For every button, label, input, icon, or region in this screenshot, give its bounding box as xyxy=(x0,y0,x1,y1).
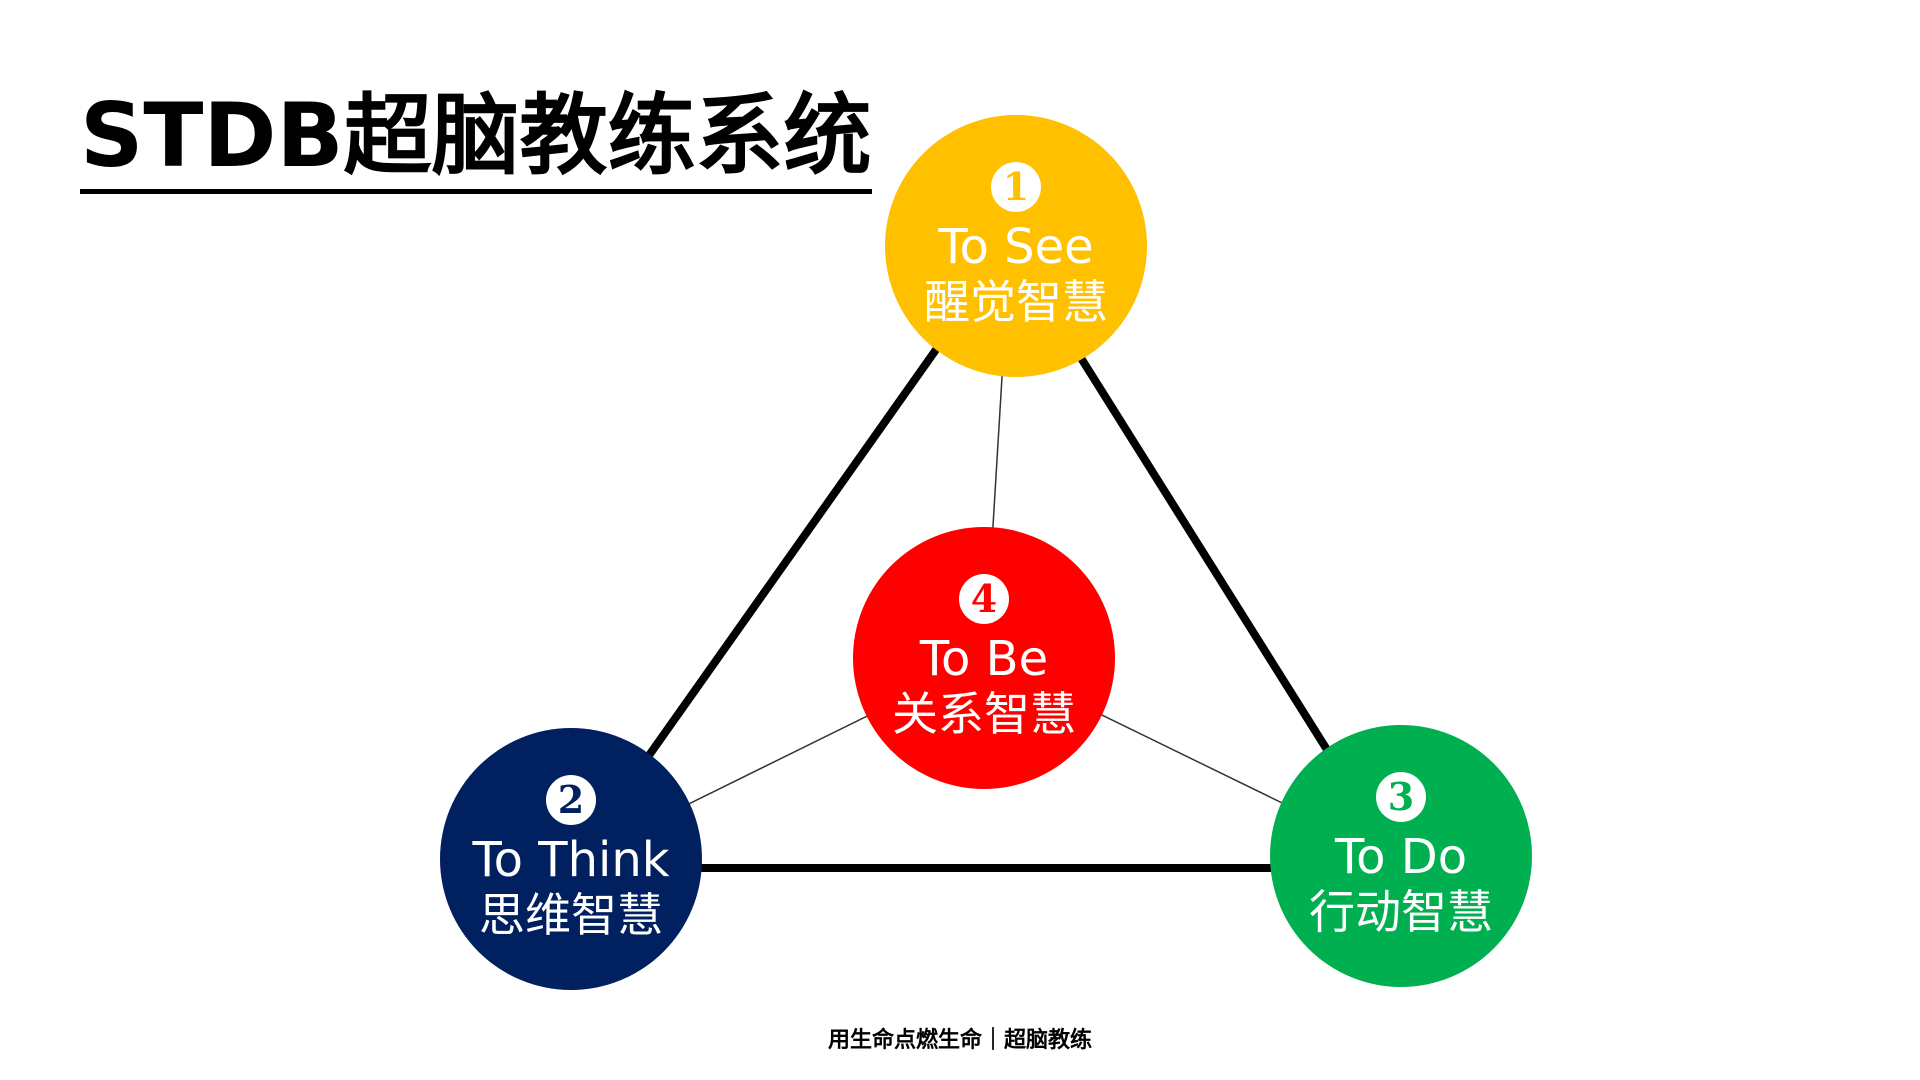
node-label-en: To Do xyxy=(1334,828,1468,885)
node-label-zh: 行动智慧 xyxy=(1309,885,1493,939)
node-think: 2 To Think 思维智慧 xyxy=(440,728,702,990)
footer-slogan: 用生命点燃生命｜超脑教练 xyxy=(827,1028,1092,1053)
node-label-en: To Be xyxy=(919,630,1049,687)
node-see: 1 To See 醒觉智慧 xyxy=(885,115,1147,377)
node-label-en: To Think xyxy=(472,831,670,888)
page-title: STDB超脑教练系统 xyxy=(80,87,872,194)
node-label-en: To See xyxy=(938,218,1094,275)
number-badge: 2 xyxy=(546,774,596,825)
node-label-zh: 关系智慧 xyxy=(892,687,1076,741)
number-badge: 3 xyxy=(1376,771,1426,822)
number-badge: 1 xyxy=(991,161,1041,212)
node-label-zh: 思维智慧 xyxy=(479,888,663,942)
node-label-zh: 醒觉智慧 xyxy=(924,275,1108,329)
node-do: 3 To Do 行动智慧 xyxy=(1270,725,1532,987)
number-badge: 4 xyxy=(959,573,1009,624)
node-be: 4 To Be 关系智慧 xyxy=(853,527,1115,789)
